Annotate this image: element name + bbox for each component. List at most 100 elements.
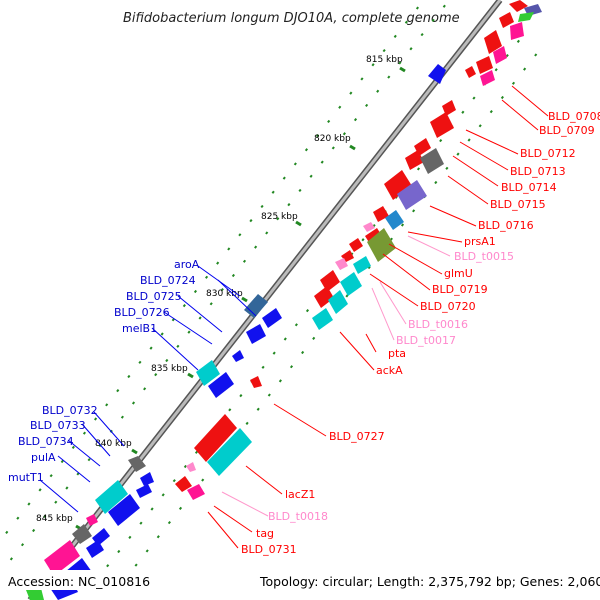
scale-dot — [60, 459, 64, 464]
gene-arrow[interactable] — [328, 290, 348, 314]
gene-arrow[interactable] — [493, 46, 507, 64]
gene-label[interactable]: pulA — [31, 451, 56, 464]
scale-dot — [54, 500, 58, 504]
gene-arrow[interactable] — [353, 256, 371, 274]
gene-arrow[interactable] — [484, 30, 502, 54]
gene-arrow[interactable] — [465, 66, 476, 78]
gene-label[interactable]: BLD_0714 — [501, 181, 557, 194]
gene-arrow[interactable] — [207, 428, 252, 476]
gene-arrow[interactable] — [430, 112, 454, 138]
gene-label[interactable]: BLD_0720 — [420, 300, 476, 313]
gene-arrow[interactable] — [420, 148, 444, 174]
gene-arrow[interactable] — [340, 272, 362, 296]
gene-label[interactable]: BLD_0725 — [126, 290, 182, 303]
gene-arrow[interactable] — [108, 494, 140, 526]
gene-label[interactable]: ackA — [376, 364, 403, 377]
gene-arrow[interactable] — [140, 472, 154, 486]
scale-dot — [298, 188, 302, 193]
gene-label[interactable]: BLD_0724 — [140, 274, 196, 287]
scale-dot — [183, 464, 187, 469]
gene-arrow[interactable] — [397, 180, 427, 210]
gene-arrow[interactable] — [510, 22, 524, 40]
gene-arrow[interactable] — [128, 456, 146, 472]
gene-arrow[interactable] — [499, 12, 514, 28]
trna-marker[interactable] — [363, 222, 375, 232]
gene-arrow[interactable] — [95, 480, 128, 514]
gene-arrow[interactable] — [246, 324, 266, 344]
scale-dot — [494, 68, 498, 72]
right-leader-lines — [207, 85, 549, 549]
gene-arrow[interactable] — [384, 170, 412, 200]
scale-dot — [365, 103, 369, 108]
gene-arrow[interactable] — [86, 514, 98, 526]
gene-label[interactable]: BLD_0732 — [42, 404, 98, 417]
gene-arrow[interactable] — [262, 308, 282, 328]
gene-arrow[interactable] — [72, 524, 92, 544]
gene-arrow[interactable] — [385, 210, 404, 230]
gene-arrow[interactable] — [44, 540, 80, 576]
gene-arrow[interactable] — [208, 372, 234, 398]
gene-arrow[interactable] — [250, 376, 262, 388]
scale-dot — [193, 289, 198, 294]
scale-dot — [145, 549, 149, 553]
scale-dot — [32, 528, 36, 533]
gene-label[interactable]: BLD_0733 — [30, 419, 86, 432]
scale-dot — [227, 247, 231, 251]
gene-arrow[interactable] — [367, 228, 396, 262]
gene-label[interactable]: tag — [256, 527, 274, 540]
gene-label[interactable]: pta — [388, 347, 406, 360]
gene-label[interactable]: glmU — [444, 267, 473, 280]
gene-label[interactable]: BLD_0713 — [510, 165, 566, 178]
gene-arrow[interactable] — [196, 360, 220, 386]
gene-label[interactable]: aroA — [174, 258, 200, 271]
gene-arrow[interactable] — [175, 476, 192, 492]
kbp-label: 830 kbp — [206, 289, 243, 299]
gene-label[interactable]: prsA1 — [464, 235, 496, 248]
gene-arrow[interactable] — [442, 100, 456, 116]
gene-arrow[interactable] — [312, 308, 333, 330]
gene-label[interactable]: BLD_0726 — [114, 306, 170, 319]
scale-dot — [120, 415, 124, 419]
trna-marker[interactable] — [186, 462, 196, 472]
gene-label[interactable]: BLD_0734 — [18, 435, 74, 448]
trna-marker[interactable] — [335, 258, 348, 270]
gene-arrow[interactable] — [509, 0, 528, 12]
gene-label[interactable]: BLD_0719 — [432, 283, 488, 296]
gene-label[interactable]: BLD_0709 — [539, 124, 595, 137]
gene-arrow[interactable] — [349, 238, 363, 252]
gene-label[interactable]: BLD_0715 — [490, 198, 546, 211]
gene-arrow[interactable] — [428, 64, 446, 84]
scale-dot — [434, 180, 438, 185]
trna-label[interactable]: BLD_t0018 — [268, 510, 328, 523]
scale-dot — [293, 162, 297, 166]
major-tick — [349, 144, 356, 151]
gene-label[interactable]: BLD_0708 — [548, 110, 600, 123]
gene-label[interactable]: lacZ1 — [285, 488, 315, 501]
gene-arrow[interactable] — [365, 228, 382, 244]
scale-dot — [534, 53, 538, 57]
scale-dot — [338, 105, 342, 109]
gene-arrow[interactable] — [244, 294, 268, 318]
gene-arrow[interactable] — [194, 414, 237, 462]
gene-arrow[interactable] — [405, 150, 424, 170]
trna-label[interactable]: BLD_t0017 — [396, 334, 456, 347]
gene-label[interactable]: BLD_0716 — [478, 219, 534, 232]
gene-label[interactable]: melB1 — [122, 322, 157, 335]
gene-label[interactable]: BLD_0712 — [520, 147, 576, 160]
gene-label[interactable]: BLD_0727 — [329, 430, 385, 443]
gene-label[interactable]: BLD_0731 — [241, 543, 297, 556]
scale-dot — [171, 318, 175, 322]
gene-arrow[interactable] — [476, 56, 493, 74]
trna-label[interactable]: BLD_t0016 — [408, 318, 468, 331]
gene-arrow[interactable] — [232, 350, 244, 362]
gene-arrow[interactable] — [86, 540, 104, 558]
gene-arrow[interactable] — [480, 70, 495, 86]
gene-arrow[interactable] — [314, 286, 334, 308]
gene-arrow[interactable] — [518, 12, 534, 22]
topology-text: Topology: circular; Length: 2,375,792 bp… — [259, 574, 600, 589]
gene-arrow[interactable] — [320, 270, 340, 292]
gene-arrow[interactable] — [136, 484, 152, 498]
gene-label[interactable]: mutT1 — [8, 471, 44, 484]
trna-label[interactable]: BLD_t0015 — [454, 250, 514, 263]
gene-arrow[interactable] — [187, 484, 205, 500]
